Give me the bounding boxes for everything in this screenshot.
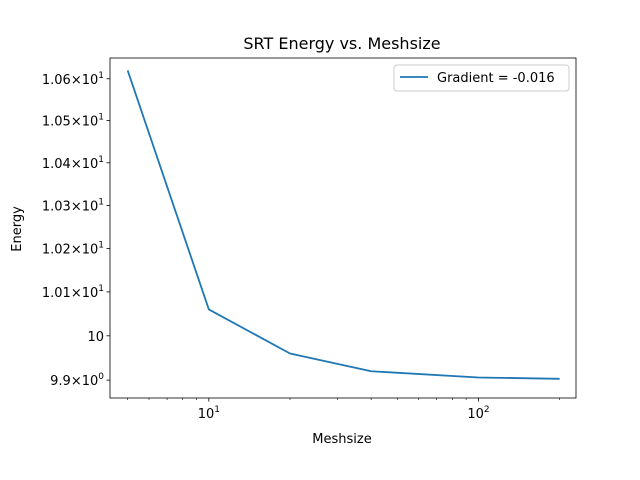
y-tick-label-base: 10	[82, 286, 99, 301]
y-tick-label: 1.01×101	[42, 284, 104, 301]
y-tick-label-times: ×	[71, 115, 82, 130]
y-tick-label-base: 10	[82, 115, 99, 130]
y-tick-label: 9.9×100	[50, 372, 104, 389]
y-tick-label-mantissa: 1.01	[42, 286, 71, 301]
y-tick-label-base: 10	[82, 374, 99, 389]
plot-area	[110, 58, 576, 398]
y-tick-label-mantissa: 1.06	[42, 73, 71, 88]
series-line	[126, 70, 560, 380]
x-axis-label: Meshsize	[312, 432, 371, 447]
y-tick-label-exponent: 1	[98, 113, 104, 123]
y-tick-label: 1.05×101	[42, 113, 104, 130]
y-tick-label-exponent: 1	[98, 155, 104, 165]
series-point	[478, 377, 480, 379]
y-tick-label-text: 10	[87, 330, 104, 345]
y-tick-label-times: ×	[71, 374, 82, 389]
y-tick-label-exponent: 0	[98, 372, 104, 382]
x-axis-ticks: 101 102	[198, 398, 490, 422]
series-point	[289, 353, 291, 355]
legend: Gradient = -0.016	[393, 64, 570, 92]
y-axis-label: Energy	[10, 206, 25, 252]
y-tick-label-times: ×	[71, 199, 82, 214]
y-tick-label-base: 10	[82, 73, 99, 88]
y-tick-label-times: ×	[71, 286, 82, 301]
chart-title: SRT Energy vs. Meshsize	[243, 34, 440, 53]
x-tick-label: 101	[198, 405, 220, 422]
y-tick-label-base: 10	[82, 157, 99, 172]
y-tick-label-mantissa: 1.05	[42, 115, 71, 130]
series-layer	[126, 70, 561, 380]
x-tick-label: 102	[467, 405, 489, 422]
y-tick-label-base: 10	[82, 199, 99, 214]
x-tick-label-exponent: 1	[214, 405, 220, 415]
x-tick-label-exponent: 2	[484, 405, 490, 415]
series-point	[208, 309, 210, 311]
y-tick-label-times: ×	[71, 242, 82, 257]
y-tick-label-exponent: 1	[98, 284, 104, 294]
y-axis-ticks: 9.9×100101.01×1011.02×1011.03×1011.04×10…	[42, 71, 110, 389]
y-tick-label: 1.06×101	[42, 71, 104, 88]
y-tick-label-exponent: 1	[98, 240, 104, 250]
x-tick-label-base: 10	[198, 407, 215, 422]
y-tick-label-mantissa: 9.9	[50, 374, 71, 389]
series-point	[127, 70, 129, 72]
y-tick-label-times: ×	[71, 157, 82, 172]
legend-label: Gradient = -0.016	[437, 71, 555, 86]
y-tick-label: 1.02×101	[42, 240, 104, 257]
y-tick-label: 10	[87, 330, 104, 345]
legend-box	[393, 64, 570, 92]
y-tick-label: 1.04×101	[42, 155, 104, 172]
series-point	[370, 370, 372, 372]
axes-frame	[110, 58, 576, 398]
y-tick-label-mantissa: 1.02	[42, 242, 71, 257]
y-tick-label-times: ×	[71, 73, 82, 88]
y-tick-label-base: 10	[82, 242, 99, 257]
axes-border	[109, 57, 577, 399]
x-tick-label-base: 10	[467, 407, 484, 422]
y-tick-label-exponent: 1	[98, 71, 104, 81]
y-tick-label-exponent: 1	[98, 197, 104, 207]
y-tick-label: 1.03×101	[42, 197, 104, 214]
y-tick-label-mantissa: 1.03	[42, 199, 71, 214]
y-tick-label-mantissa: 1.04	[42, 157, 71, 172]
series-point	[559, 378, 561, 380]
